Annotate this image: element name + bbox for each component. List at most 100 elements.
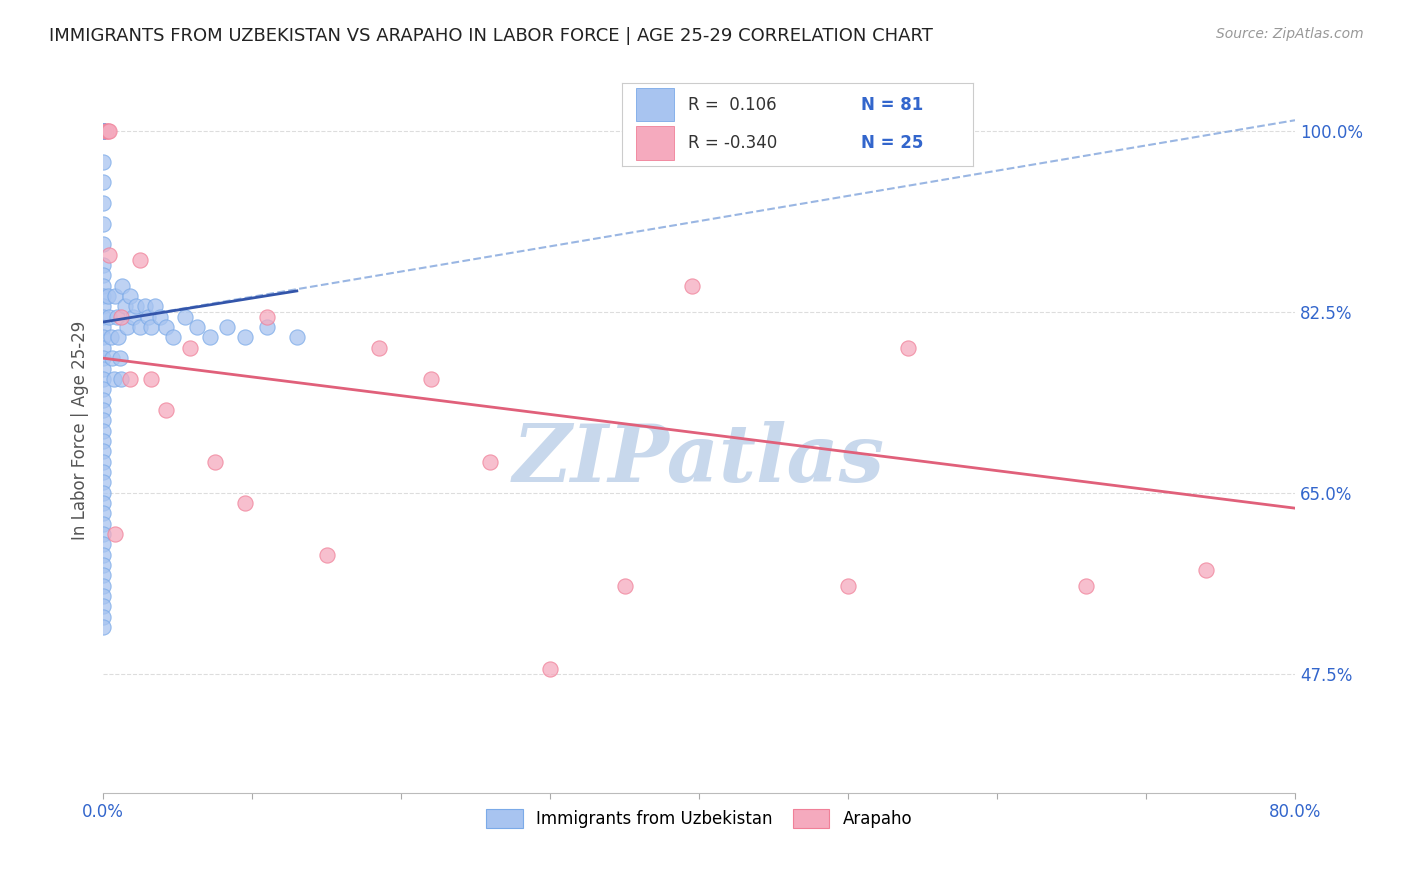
Point bbox=[91, 589, 114, 603]
Point bbox=[125, 300, 148, 314]
Point bbox=[91, 310, 114, 324]
Point bbox=[91, 237, 114, 252]
Point bbox=[91, 403, 114, 417]
Point bbox=[1076, 579, 1098, 593]
Point bbox=[837, 579, 859, 593]
Point bbox=[233, 496, 256, 510]
Point bbox=[91, 123, 114, 137]
Point bbox=[91, 154, 114, 169]
Point bbox=[1194, 563, 1216, 577]
Point bbox=[91, 123, 114, 137]
Point bbox=[91, 496, 114, 510]
Point bbox=[91, 527, 114, 541]
Point bbox=[155, 403, 177, 417]
Point bbox=[94, 123, 117, 137]
Point bbox=[108, 351, 131, 366]
Text: ZIPatlas: ZIPatlas bbox=[513, 421, 886, 499]
Point bbox=[204, 455, 226, 469]
Point bbox=[91, 123, 114, 137]
Point bbox=[681, 278, 703, 293]
Point bbox=[107, 330, 129, 344]
Point bbox=[419, 372, 441, 386]
Point bbox=[91, 599, 114, 614]
Point bbox=[91, 568, 114, 582]
Point bbox=[91, 413, 114, 427]
Point bbox=[114, 300, 136, 314]
Point bbox=[91, 341, 114, 355]
Point bbox=[256, 310, 278, 324]
Text: IMMIGRANTS FROM UZBEKISTAN VS ARAPAHO IN LABOR FORCE | AGE 25-29 CORRELATION CHA: IMMIGRANTS FROM UZBEKISTAN VS ARAPAHO IN… bbox=[49, 27, 934, 45]
Point bbox=[118, 289, 141, 303]
Point bbox=[139, 320, 162, 334]
Point bbox=[139, 372, 162, 386]
Point bbox=[215, 320, 238, 334]
Point bbox=[91, 424, 114, 438]
Point bbox=[479, 455, 502, 469]
Point bbox=[97, 289, 120, 303]
Point bbox=[110, 310, 132, 324]
Point bbox=[613, 579, 636, 593]
Point bbox=[98, 310, 121, 324]
Point bbox=[98, 123, 121, 137]
Point bbox=[91, 268, 114, 283]
Point bbox=[91, 351, 114, 366]
Point bbox=[91, 579, 114, 593]
Point bbox=[256, 320, 278, 334]
Point bbox=[97, 123, 120, 137]
Point bbox=[91, 620, 114, 634]
Point bbox=[91, 196, 114, 211]
Point bbox=[91, 123, 114, 137]
Point bbox=[105, 310, 128, 324]
Point bbox=[285, 330, 308, 344]
Point bbox=[115, 320, 138, 334]
Point bbox=[103, 372, 125, 386]
Point bbox=[91, 609, 114, 624]
Point bbox=[186, 320, 208, 334]
Point bbox=[91, 289, 114, 303]
Point bbox=[134, 300, 156, 314]
Point bbox=[91, 392, 114, 407]
Point bbox=[91, 258, 114, 272]
Point bbox=[91, 123, 114, 137]
Point bbox=[538, 661, 561, 675]
Point bbox=[91, 455, 114, 469]
Point bbox=[91, 123, 114, 137]
Point bbox=[91, 123, 114, 137]
Point bbox=[118, 372, 141, 386]
Point bbox=[100, 330, 122, 344]
Point bbox=[91, 123, 114, 137]
Point bbox=[91, 123, 114, 137]
Point bbox=[91, 465, 114, 479]
Point bbox=[91, 434, 114, 448]
Point bbox=[91, 506, 114, 520]
Point bbox=[104, 289, 127, 303]
Legend: Immigrants from Uzbekistan, Arapaho: Immigrants from Uzbekistan, Arapaho bbox=[479, 803, 918, 835]
Point bbox=[367, 341, 389, 355]
Point bbox=[98, 248, 121, 262]
Point bbox=[315, 548, 337, 562]
Point bbox=[91, 278, 114, 293]
Point bbox=[91, 361, 114, 376]
Point bbox=[129, 320, 152, 334]
Point bbox=[91, 372, 114, 386]
Point bbox=[91, 320, 114, 334]
Y-axis label: In Labor Force | Age 25-29: In Labor Force | Age 25-29 bbox=[72, 321, 89, 541]
Point bbox=[162, 330, 184, 344]
Point bbox=[91, 537, 114, 551]
Point bbox=[174, 310, 197, 324]
Point bbox=[233, 330, 256, 344]
Point bbox=[91, 382, 114, 396]
Point bbox=[91, 475, 114, 490]
Point bbox=[101, 351, 124, 366]
Point bbox=[111, 278, 134, 293]
Point bbox=[91, 444, 114, 458]
Point bbox=[122, 310, 145, 324]
Point bbox=[91, 485, 114, 500]
Point bbox=[155, 320, 177, 334]
Point bbox=[91, 516, 114, 531]
Point bbox=[91, 175, 114, 189]
Point bbox=[91, 300, 114, 314]
Point bbox=[143, 300, 166, 314]
Point bbox=[91, 217, 114, 231]
Point bbox=[91, 558, 114, 572]
